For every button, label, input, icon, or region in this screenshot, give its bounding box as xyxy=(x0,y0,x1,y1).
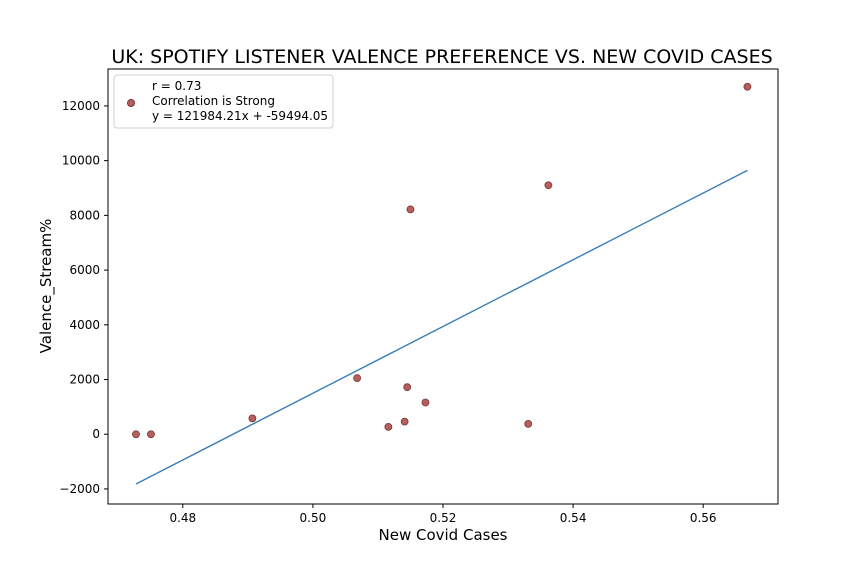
y-tick-label: 12000 xyxy=(62,99,100,113)
y-tick-label: 6000 xyxy=(69,263,100,277)
x-tick-label: 0.50 xyxy=(300,511,327,525)
legend-line-1: r = 0.73 xyxy=(152,79,201,93)
x-tick-label: 0.54 xyxy=(560,511,587,525)
scatter-point xyxy=(743,82,752,91)
scatter-point xyxy=(384,422,393,431)
x-tick-label: 0.48 xyxy=(169,511,196,525)
scatter-points-group xyxy=(132,82,752,439)
scatter-point xyxy=(400,417,409,426)
x-tick-label: 0.52 xyxy=(430,511,457,525)
scatter-point xyxy=(132,430,140,439)
scatter-point xyxy=(353,374,362,383)
scatter-point xyxy=(524,419,533,428)
legend-line-3: y = 121984.21x + -59494.05 xyxy=(152,109,328,123)
y-axis: −2000 0 2000 4000 6000 8000 10000 12000 xyxy=(59,99,108,496)
legend-marker xyxy=(127,99,135,107)
regression-line-group xyxy=(135,169,748,485)
x-tick-label: 0.56 xyxy=(690,511,717,525)
y-tick-label: 8000 xyxy=(69,208,100,222)
scatter-point xyxy=(248,414,257,423)
y-tick-label: 0 xyxy=(92,427,100,441)
x-axis: 0.48 0.50 0.52 0.54 0.56 xyxy=(169,504,717,525)
regression-line xyxy=(135,169,748,485)
y-tick-label: 4000 xyxy=(69,318,100,332)
y-tick-label: 10000 xyxy=(62,154,100,168)
scatter-point xyxy=(403,383,412,392)
scatter-point xyxy=(421,398,430,407)
y-tick-label: 2000 xyxy=(69,373,100,387)
scatter-point xyxy=(147,430,155,439)
y-axis-label: Valence_Stream% xyxy=(37,219,56,354)
legend-line-2: Correlation is Strong xyxy=(152,94,275,108)
legend-box xyxy=(113,74,334,129)
scatter-point xyxy=(544,181,553,190)
x-axis-label: New Covid Cases xyxy=(379,526,508,544)
y-tick-label: −2000 xyxy=(59,482,100,496)
scatter-point xyxy=(406,205,415,214)
chart-title: UK: SPOTIFY LISTENER VALENCE PREFERENCE … xyxy=(111,46,772,68)
legend: r = 0.73 Correlation is Strong y = 12198… xyxy=(113,74,334,129)
